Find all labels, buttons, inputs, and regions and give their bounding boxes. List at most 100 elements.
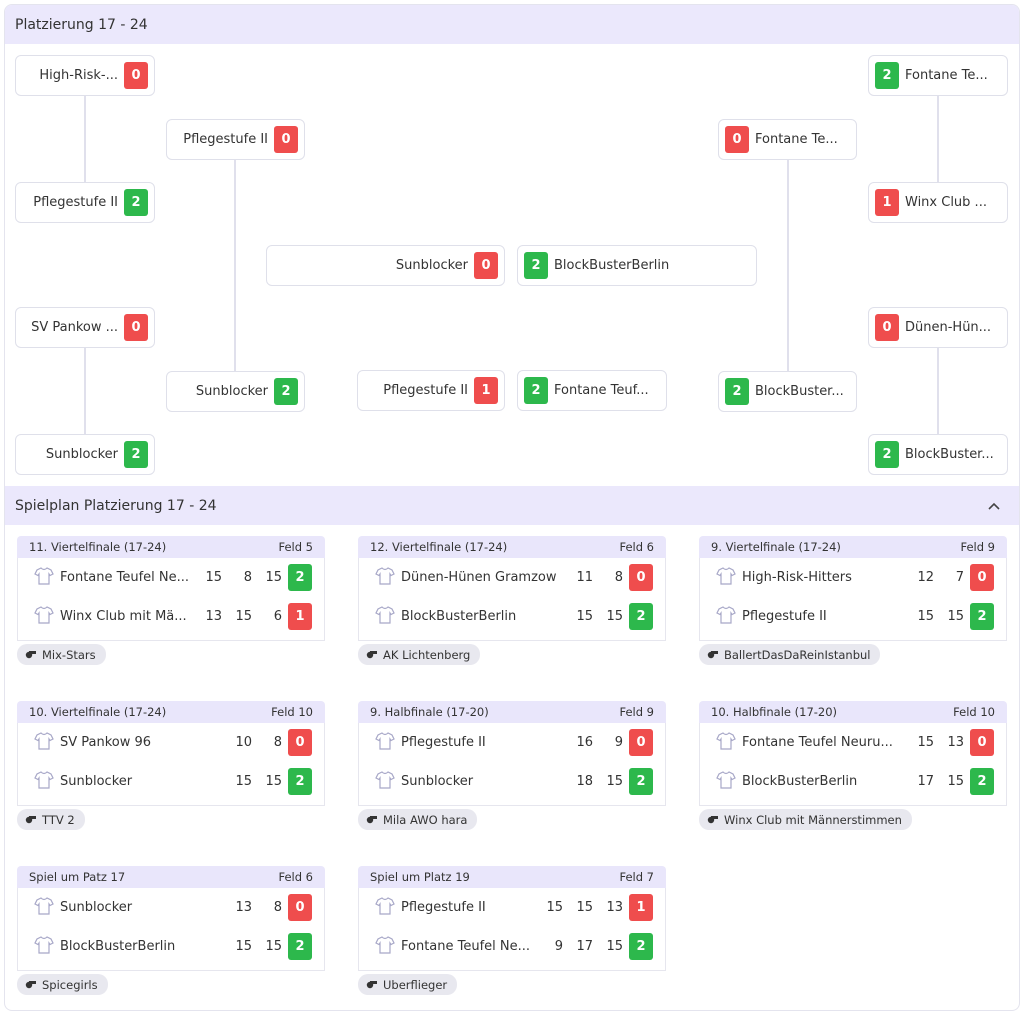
game-body: Fontane Teufel Neuru... 15 13 0 BlockBusterB… bbox=[699, 723, 1007, 806]
score-badge: 2 bbox=[875, 441, 899, 468]
referee-tag: Uberflieger bbox=[358, 974, 458, 995]
shirt-icon bbox=[34, 935, 54, 958]
bracket-team: 2 Fontane Teuf... bbox=[517, 370, 667, 411]
set-score: 6 bbox=[273, 609, 282, 624]
team-name: Sunblocker bbox=[401, 774, 474, 789]
total-badge: 2 bbox=[288, 564, 312, 591]
referee-tag: Mix-Stars bbox=[17, 644, 106, 665]
score-badge: 0 bbox=[474, 252, 498, 279]
set-score: 9 bbox=[554, 939, 563, 954]
bracket-team: 0 Fontane Te... bbox=[718, 119, 857, 160]
collapse-icon[interactable] bbox=[987, 501, 1001, 511]
game-card: 10. Halbfinale (17-20) Feld 10 Fontane Teu… bbox=[699, 701, 1007, 806]
team-row: BlockBusterBerlin 15 15 2 bbox=[18, 927, 324, 966]
team-name: Pflegestufe II bbox=[383, 383, 468, 398]
referee-tag: Mila AWO hara bbox=[358, 809, 478, 830]
set-score: 12 bbox=[917, 570, 934, 585]
shirt-icon bbox=[34, 566, 54, 589]
whistle-icon bbox=[366, 978, 378, 992]
total-badge: 0 bbox=[970, 729, 994, 756]
game-body: Fontane Teufel Ne... 15 8 15 2 Winx Club mit … bbox=[17, 558, 325, 641]
set-score: 17 bbox=[917, 774, 934, 789]
set-score: 13 bbox=[205, 609, 222, 624]
referee: Spicegirls bbox=[42, 977, 98, 992]
score-badge: 0 bbox=[274, 126, 298, 153]
score-badge: 1 bbox=[875, 189, 899, 216]
set-score: 7 bbox=[955, 570, 964, 585]
bracket-team: Pflegestufe II 2 bbox=[15, 182, 155, 223]
team-row: Fontane Teufel Ne... 15 8 15 2 bbox=[18, 558, 324, 597]
total-badge: 0 bbox=[288, 894, 312, 921]
bracket-team: 2 BlockBusterBerlin bbox=[517, 245, 757, 286]
team-name: BlockBusterBerlin bbox=[742, 774, 858, 789]
bracket-team: Sunblocker 2 bbox=[166, 371, 305, 412]
set-score: 15 bbox=[576, 900, 593, 915]
total-badge: 0 bbox=[970, 564, 994, 591]
team-name: BlockBuster... bbox=[755, 384, 844, 399]
game-header: Spiel um Platz 19 Feld 7 bbox=[358, 866, 666, 888]
game-header: 11. Viertelfinale (17-24) Feld 5 bbox=[17, 536, 325, 558]
shirt-icon bbox=[375, 770, 395, 793]
score-badge: 1 bbox=[474, 377, 498, 404]
shirt-icon bbox=[34, 731, 54, 754]
team-name: Sunblocker bbox=[60, 900, 133, 915]
referee-tag: TTV 2 bbox=[17, 809, 85, 830]
total-badge: 2 bbox=[629, 603, 653, 630]
round: 9. Halbfinale (17-20) bbox=[370, 705, 489, 719]
referee-tag: Winx Club mit Männerstimmen bbox=[699, 809, 912, 830]
bracket-header: Platzierung 17 - 24 bbox=[5, 5, 1019, 44]
team-name: Pflegestufe II bbox=[742, 609, 827, 624]
game-card: 10. Viertelfinale (17-24) Feld 10 SV Panko… bbox=[17, 701, 325, 806]
score-badge: 0 bbox=[725, 126, 749, 153]
total-badge: 2 bbox=[970, 603, 994, 630]
set-score: 15 bbox=[917, 609, 934, 624]
game-body: Sunblocker 13 8 0 BlockBusterBerlin 15 15 2 bbox=[17, 888, 325, 971]
bracket-team: 2 Fontane Te... bbox=[868, 55, 1008, 96]
score-badge: 2 bbox=[725, 378, 749, 405]
schedule-header[interactable]: Spielplan Platzierung 17 - 24 bbox=[5, 486, 1019, 525]
round: Spiel um Patz 17 bbox=[29, 870, 126, 884]
team-row: Sunblocker 18 15 2 bbox=[359, 762, 665, 801]
shirt-icon bbox=[375, 935, 395, 958]
shirt-icon bbox=[716, 731, 736, 754]
set-score: 8 bbox=[273, 735, 282, 750]
total-badge: 2 bbox=[629, 768, 653, 795]
set-score: 15 bbox=[947, 609, 964, 624]
referee: AK Lichtenberg bbox=[383, 647, 471, 662]
referee: Mila AWO hara bbox=[383, 812, 468, 827]
team-name: Fontane Teuf... bbox=[554, 383, 649, 398]
referee: Winx Club mit Männerstimmen bbox=[724, 812, 902, 827]
team-name: Dünen-Hünen Gramzow bbox=[401, 570, 557, 585]
shirt-icon bbox=[375, 731, 395, 754]
shirt-icon bbox=[34, 605, 54, 628]
team-name: Pflegestufe II bbox=[401, 735, 486, 750]
team-name: Winx Club mit Mä... bbox=[60, 609, 187, 624]
set-score: 13 bbox=[235, 900, 252, 915]
field: Feld 9 bbox=[619, 705, 654, 719]
game-body: Dünen-Hünen Gramzow 11 8 0 BlockBusterBerlin… bbox=[358, 558, 666, 641]
team-name: Fontane Te... bbox=[755, 132, 838, 147]
set-score: 15 bbox=[576, 609, 593, 624]
field: Feld 5 bbox=[278, 540, 313, 554]
whistle-icon bbox=[25, 978, 37, 992]
whistle-icon bbox=[366, 813, 378, 827]
game-header: 9. Halbfinale (17-20) Feld 9 bbox=[358, 701, 666, 723]
set-score: 13 bbox=[606, 900, 623, 915]
bracket-team: Sunblocker 0 bbox=[266, 245, 505, 286]
team-name: High-Risk-Hitters bbox=[742, 570, 852, 585]
field: Feld 7 bbox=[619, 870, 654, 884]
team-name: Sunblocker bbox=[195, 384, 268, 399]
set-score: 15 bbox=[265, 570, 282, 585]
team-row: Sunblocker 15 15 2 bbox=[18, 762, 324, 801]
team-name: Fontane Teufel Neuru... bbox=[742, 735, 893, 750]
team-name: BlockBuster... bbox=[905, 447, 994, 462]
score-badge: 2 bbox=[124, 189, 148, 216]
shirt-icon bbox=[34, 896, 54, 919]
team-name: BlockBusterBerlin bbox=[401, 609, 517, 624]
set-score: 9 bbox=[614, 735, 623, 750]
field: Feld 10 bbox=[953, 705, 995, 719]
team-row: Pflegestufe II 15 15 2 bbox=[700, 597, 1006, 636]
bracket-team: SV Pankow ... 0 bbox=[15, 307, 155, 348]
team-name: Sunblocker bbox=[45, 447, 118, 462]
